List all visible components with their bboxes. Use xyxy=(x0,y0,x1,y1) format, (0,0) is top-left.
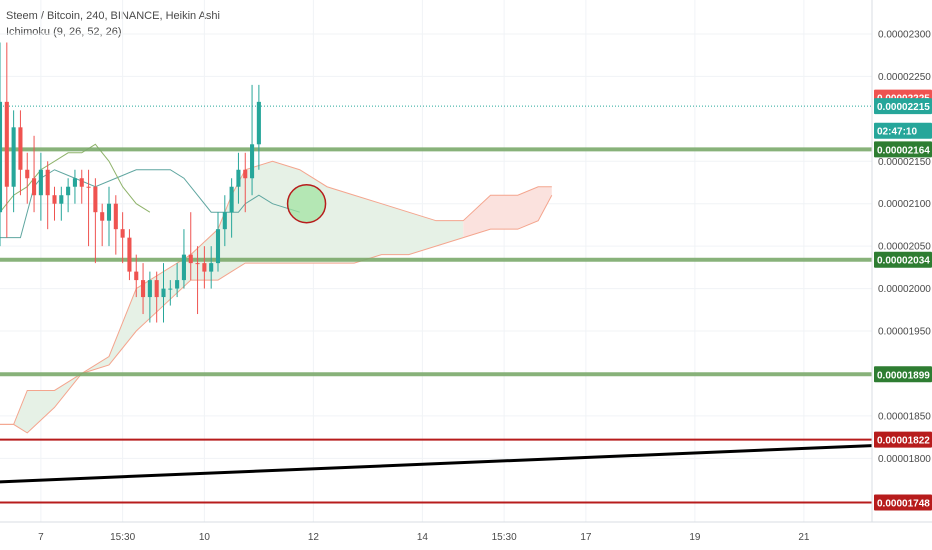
x-tick-label: 14 xyxy=(417,532,429,543)
candle-body xyxy=(168,288,173,290)
candle-body xyxy=(52,195,57,204)
trend-line xyxy=(0,444,873,484)
current-price-tag: 0.00002215 xyxy=(877,102,930,113)
y-tick-label: 0.00002100 xyxy=(878,199,931,210)
candle-body xyxy=(188,254,193,264)
level-price-tag-bg xyxy=(874,141,932,158)
x-tick-label: 15:30 xyxy=(110,532,135,543)
level-price-tag: 0.00002164 xyxy=(877,145,930,156)
kijun-sen-line xyxy=(0,169,300,239)
chikou-span-line xyxy=(0,143,151,213)
candle-body xyxy=(175,280,180,289)
candle-body xyxy=(236,169,241,187)
y-tick-label: 0.00002050 xyxy=(878,242,931,253)
candle-body xyxy=(106,203,112,221)
candle-body xyxy=(215,229,221,264)
level-price-tag-bg xyxy=(874,366,932,383)
x-tick-label: 15:30 xyxy=(492,532,517,543)
candle-body xyxy=(256,101,261,145)
candle-body xyxy=(134,271,139,281)
candle-body xyxy=(181,254,186,281)
x-tick-label: 21 xyxy=(798,532,810,543)
symbol-title: Steem / Bitcoin, 240, BINANCE, Heikin As… xyxy=(6,10,220,22)
y-tick-label: 0.00001850 xyxy=(878,411,931,422)
candle-body xyxy=(59,195,64,204)
candle-body xyxy=(66,186,71,196)
chart-legend: Steem / Bitcoin, 240, BINANCE, Heikin As… xyxy=(6,8,220,40)
candle-body xyxy=(147,280,152,298)
highlight-circle xyxy=(286,183,327,224)
ichimoku-cloud-bull xyxy=(0,161,464,433)
candle-body xyxy=(86,186,91,188)
candle-body xyxy=(229,186,234,213)
indicator-label: Ichimoku (9, 26, 52, 26) xyxy=(6,26,122,38)
level-price-tag-bg xyxy=(874,431,932,448)
candle-body xyxy=(38,169,43,196)
level-price-tag: 0.00002034 xyxy=(877,256,930,267)
candle-body xyxy=(250,144,255,179)
candle-body xyxy=(4,101,9,187)
candle-body xyxy=(45,169,50,196)
candle-body xyxy=(141,280,146,298)
candle-body xyxy=(243,169,248,179)
y-tick-label: 0.00002150 xyxy=(878,157,931,168)
y-tick-label: 0.00001950 xyxy=(878,327,931,338)
level-price-tag-bg xyxy=(874,251,932,268)
candle-body xyxy=(72,178,77,187)
x-tick-label: 7 xyxy=(38,532,44,543)
candle-body xyxy=(25,169,30,179)
candle-body xyxy=(202,263,207,272)
candle-body xyxy=(161,288,166,298)
candle-body xyxy=(195,263,200,265)
candle-body xyxy=(113,203,118,230)
y-tick-label: 0.00002000 xyxy=(878,284,931,295)
level-price-tag: 0.00001822 xyxy=(877,436,930,447)
candle-body xyxy=(32,178,37,196)
candle-body xyxy=(209,263,214,272)
candle-body xyxy=(11,127,16,187)
candle-body xyxy=(222,212,227,230)
candle-body xyxy=(100,212,105,221)
x-tick-label: 17 xyxy=(580,532,592,543)
candle-body xyxy=(0,101,3,213)
candle-body xyxy=(127,237,132,272)
y-tick-label: 0.00002300 xyxy=(878,29,931,40)
x-tick-label: 12 xyxy=(308,532,320,543)
countdown-tag-bg xyxy=(874,122,932,139)
ichimoku-cloud-bear xyxy=(463,186,552,238)
candle-body xyxy=(18,127,23,170)
candle-body xyxy=(79,178,84,187)
level-price-tag: 0.00001899 xyxy=(877,370,930,381)
level-price-tag: 0.00001748 xyxy=(877,498,930,509)
candle-body xyxy=(93,186,98,213)
y-tick-label: 0.00002250 xyxy=(878,72,931,83)
y-tick-label: 0.00001800 xyxy=(878,454,931,465)
current-price-tag-bg xyxy=(874,98,932,115)
time-axis xyxy=(0,522,932,550)
level-price-tag-bg xyxy=(874,494,932,511)
countdown-tag: 02:47:10 xyxy=(877,127,917,138)
candle-body xyxy=(154,280,159,298)
x-tick-label: 10 xyxy=(199,532,211,543)
x-tick-label: 19 xyxy=(689,532,701,543)
candle-body xyxy=(120,229,125,238)
